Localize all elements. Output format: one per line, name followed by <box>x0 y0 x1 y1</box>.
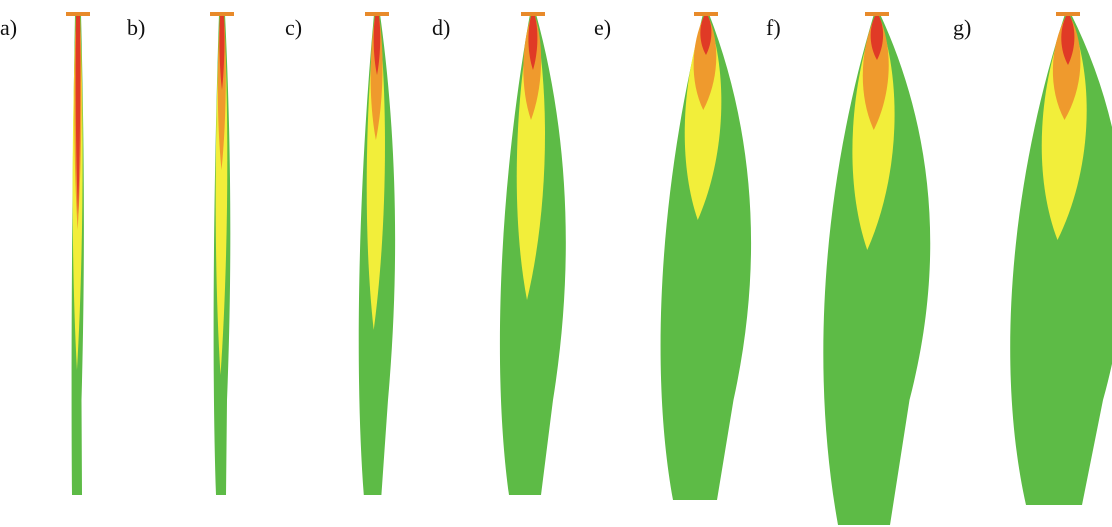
spray-green <box>823 14 931 525</box>
spray-green <box>1010 14 1112 505</box>
panel-label: c) <box>285 15 302 40</box>
spray-red <box>1061 16 1075 65</box>
spray-orange <box>862 16 889 130</box>
spray-red <box>528 16 538 70</box>
spray-red <box>373 16 381 75</box>
panel-label: g) <box>953 15 971 40</box>
spray-red <box>700 16 712 55</box>
nozzle <box>865 12 889 16</box>
spray-red <box>75 16 81 215</box>
nozzle <box>1056 12 1080 16</box>
spray-red <box>219 16 225 90</box>
nozzle <box>365 12 389 16</box>
nozzle <box>210 12 234 16</box>
nozzle <box>521 12 545 16</box>
nozzle <box>694 12 718 16</box>
panel-label: a) <box>0 15 17 40</box>
panel-label: e) <box>594 15 611 40</box>
spray-red <box>870 16 884 60</box>
panel-label: b) <box>127 15 145 40</box>
panel-label: f) <box>766 15 781 40</box>
spray-green <box>660 14 752 500</box>
nozzle <box>66 12 90 16</box>
panel-label: d) <box>432 15 450 40</box>
